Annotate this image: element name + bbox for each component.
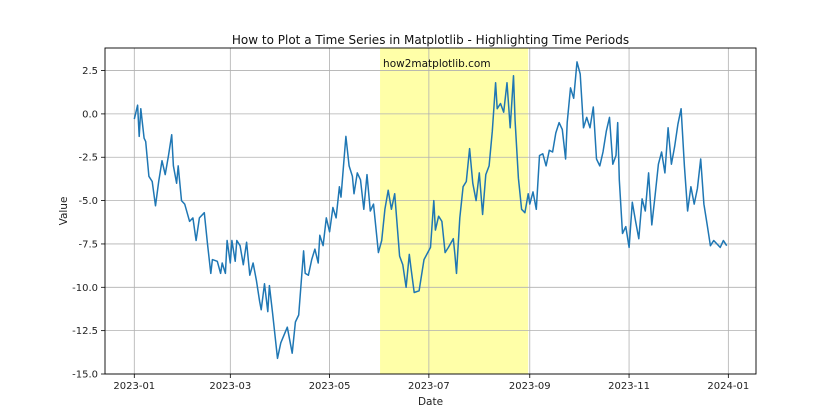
y-tick-label: -2.5	[78, 153, 98, 164]
chart-title: How to Plot a Time Series in Matplotlib …	[232, 33, 629, 47]
x-axis-title: Date	[418, 396, 443, 408]
y-tick-label: -15.0	[72, 370, 98, 381]
x-tick-label: 2023-05	[309, 381, 351, 392]
y-axis-title: Value	[58, 197, 70, 226]
annotation-text: how2matplotlib.com	[383, 58, 491, 70]
x-tick-label: 2024-01	[707, 381, 749, 392]
y-tick-label: -10.0	[72, 283, 98, 294]
y-tick-label: 0.0	[82, 109, 98, 120]
y-tick-label: -12.5	[72, 326, 98, 337]
x-tick-label: 2023-03	[209, 381, 251, 392]
axes-frame	[104, 47, 757, 375]
x-tick-label: 2023-11	[608, 381, 650, 392]
y-tick-label: 2.5	[82, 66, 98, 77]
x-tick-label: 2023-01	[113, 381, 155, 392]
x-tick-label: 2023-07	[408, 381, 450, 392]
highlight-period	[380, 48, 529, 374]
y-tick-label: -5.0	[78, 196, 98, 207]
series-line	[133, 61, 728, 360]
y-tick-label: -7.5	[78, 239, 98, 250]
x-tick-label: 2023-09	[509, 381, 551, 392]
plot-area: 2.5 0.0 -2.5 -5.0 -7.5 -10.0 -12.5 -15.0 2023-01…	[72, 47, 757, 392]
